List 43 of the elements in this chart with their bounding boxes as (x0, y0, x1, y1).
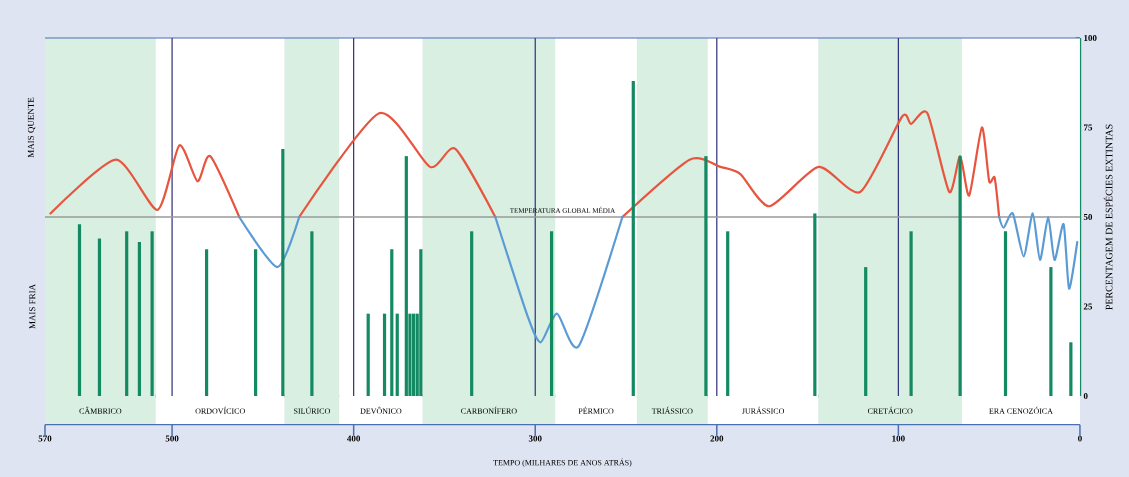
x-tick-label: 200 (710, 435, 724, 442)
x-tick-label: 570 (38, 435, 52, 442)
bar (390, 249, 394, 396)
x-tick-label: 0 (1078, 435, 1082, 442)
y-tick-label: 75 (1083, 124, 1093, 131)
y-tick-label: 100 (1084, 34, 1097, 42)
bar (549, 231, 554, 396)
x-tick-label: 500 (165, 435, 179, 442)
bar (1069, 342, 1073, 396)
text: MAIS QUENTE (27, 97, 36, 158)
x-tick-label: 300 (528, 435, 542, 442)
bar (813, 213, 817, 396)
bar (864, 267, 868, 396)
bar (419, 249, 423, 396)
bar (704, 156, 708, 396)
bar (97, 238, 102, 396)
y-tick-label: 25 (1083, 303, 1093, 310)
bar (726, 231, 730, 396)
bar (1003, 231, 1008, 396)
bar (382, 313, 387, 396)
x-tick-label: 100 (892, 435, 905, 442)
text: MAIS FRIA (29, 284, 36, 329)
bar (366, 313, 370, 396)
bar (137, 242, 141, 396)
bar (909, 231, 913, 396)
bar (254, 249, 258, 396)
y-tick-label: 0 (1083, 392, 1088, 400)
bar (958, 156, 962, 396)
bar (631, 80, 635, 396)
bar (411, 313, 416, 396)
bar (204, 249, 209, 396)
bar (125, 231, 129, 396)
bar (470, 231, 474, 396)
y-tick-label: 50 (1083, 213, 1093, 221)
bar (77, 224, 82, 396)
bar (310, 231, 314, 396)
y-axis-title: PERCENTAGEM DE ESPÉCIES EXTINTAS (1103, 124, 1113, 310)
bar (395, 313, 399, 396)
bar (281, 148, 285, 396)
bar (150, 231, 154, 396)
bar (404, 156, 408, 396)
x-tick-label: 400 (347, 435, 361, 442)
bar (1049, 267, 1053, 396)
